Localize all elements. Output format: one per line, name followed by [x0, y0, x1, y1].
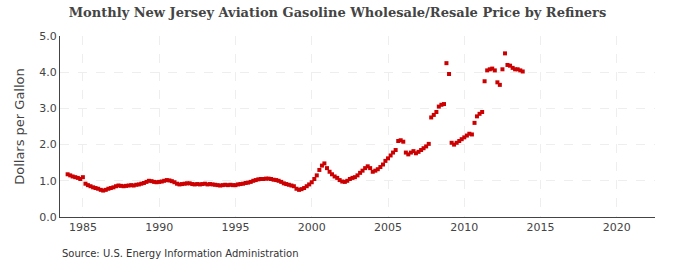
svg-text:2000: 2000 [298, 221, 326, 234]
svg-text:1.0: 1.0 [39, 175, 57, 188]
svg-text:2.0: 2.0 [39, 138, 57, 151]
svg-text:2015: 2015 [527, 221, 555, 234]
svg-text:2010: 2010 [450, 221, 478, 234]
svg-text:Source: U.S. Energy Informatio: Source: U.S. Energy Information Administ… [62, 248, 299, 259]
svg-text:4.0: 4.0 [39, 66, 57, 79]
svg-text:2020: 2020 [603, 221, 631, 234]
svg-text:2005: 2005 [374, 221, 402, 234]
svg-text:3.0: 3.0 [39, 102, 57, 115]
svg-text:Monthly New Jersey Aviation Ga: Monthly New Jersey Aviation Gasoline Who… [69, 5, 607, 20]
svg-text:1995: 1995 [221, 221, 249, 234]
svg-text:1985: 1985 [69, 221, 97, 234]
svg-text:0.0: 0.0 [39, 211, 57, 224]
svg-text:5.0: 5.0 [39, 30, 57, 43]
svg-text:1990: 1990 [145, 221, 173, 234]
svg-text:Dollars per Gallon: Dollars per Gallon [12, 68, 27, 185]
